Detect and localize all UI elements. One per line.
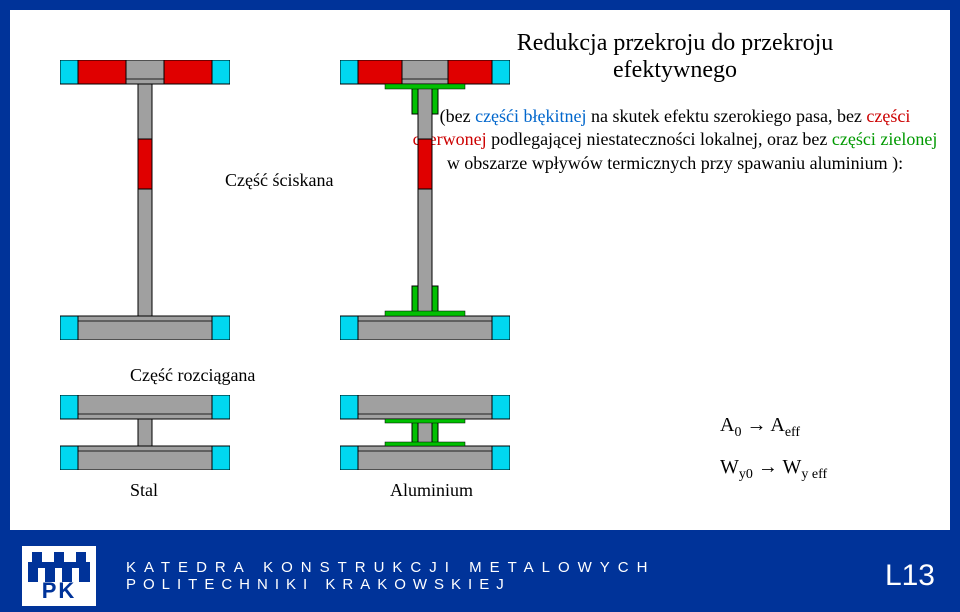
title-line1: Redukcja przekroju do przekroju xyxy=(410,30,940,57)
subtitle-mid2: podlegającej niestateczności lokalnej, o… xyxy=(487,129,832,149)
ibeam-steel-compress xyxy=(60,60,230,340)
f2ar: → xyxy=(753,456,783,478)
f2s2: y eff xyxy=(801,467,827,482)
footer-text: KATEDRA KONSTRUKCJI METALOWYCH POLITECHN… xyxy=(126,559,865,593)
f2a: W xyxy=(720,456,739,478)
ibeam-aluminium-compress xyxy=(340,60,510,340)
subtitle-suffix: w obszarze wpływów termicznych przy spaw… xyxy=(447,153,903,173)
formula-1: A0 → Aeff xyxy=(720,405,827,447)
ibeam-steel-tension xyxy=(60,395,230,470)
f1s2: eff xyxy=(785,425,800,440)
f1a: A xyxy=(720,414,734,436)
f1b: A xyxy=(770,414,784,436)
label-tension: Część rozciągana xyxy=(130,365,255,386)
footer: PK KATEDRA KONSTRUKCJI METALOWYCH POLITE… xyxy=(0,540,960,612)
formula-2: Wy0 → Wy eff xyxy=(720,447,827,489)
label-stal: Stal xyxy=(130,480,158,501)
f2b: W xyxy=(783,456,802,478)
label-compress: Część ściskana xyxy=(225,170,333,191)
ibeam-aluminium-tension xyxy=(340,395,510,470)
slide-number: L13 xyxy=(885,559,935,593)
label-aluminium: Aluminium xyxy=(390,480,473,501)
f1ar: → xyxy=(741,414,770,436)
pk-logo-text: PK xyxy=(22,578,96,604)
footer-line1: KATEDRA KONSTRUKCJI METALOWYCH xyxy=(126,559,865,576)
subtitle-green: części zielonej xyxy=(832,129,937,149)
footer-line2: POLITECHNIKI KRAKOWSKIEJ xyxy=(126,576,865,593)
subtitle-mid1: na skutek efektu szerokiego pasa, bez xyxy=(587,106,867,126)
slide-content: Redukcja przekroju do przekroju efektywn… xyxy=(10,10,950,530)
formulas: A0 → Aeff Wy0 → Wy eff xyxy=(720,405,827,489)
f2s1: y0 xyxy=(739,467,753,482)
pk-logo: PK xyxy=(22,546,96,606)
